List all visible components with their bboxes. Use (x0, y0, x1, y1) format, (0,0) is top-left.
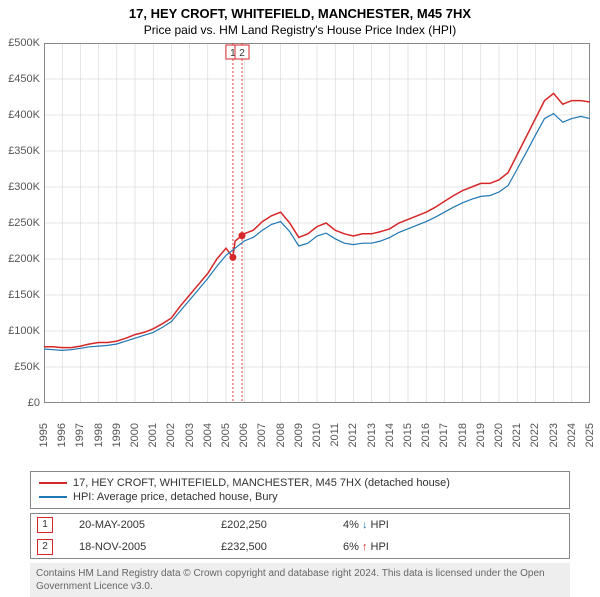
copyright-notice: Contains HM Land Registry data © Crown c… (30, 563, 570, 597)
sale-point-price: £232,500 (215, 536, 337, 558)
legend-label: 17, HEY CROFT, WHITEFIELD, MANCHESTER, M… (73, 477, 450, 489)
legend-row: HPI: Average price, detached house, Bury (39, 490, 561, 504)
sale-point-marker: 2 (37, 539, 53, 555)
x-tick-label: 2023 (548, 423, 560, 447)
x-tick-label: 2009 (293, 423, 305, 447)
x-tick-label: 2002 (165, 423, 177, 447)
x-tick-label: 2001 (147, 423, 159, 447)
x-tick-label: 2012 (347, 423, 359, 447)
x-tick-label: 2010 (311, 423, 323, 447)
x-tick-label: 2008 (275, 423, 287, 447)
x-tick-label: 2025 (584, 423, 596, 447)
y-tick-label: £200K (8, 253, 40, 265)
x-tick-label: 2019 (475, 423, 487, 447)
sale-point-price: £202,250 (215, 514, 337, 536)
y-tick-label: £500K (8, 37, 40, 49)
x-axis-labels: 1995199619971998199920002001200220032004… (44, 423, 590, 471)
y-tick-label: £100K (8, 325, 40, 337)
x-tick-label: 2018 (457, 423, 469, 447)
x-tick-label: 1996 (56, 423, 68, 447)
x-tick-label: 2007 (256, 423, 268, 447)
x-tick-label: 2011 (329, 423, 341, 447)
y-tick-label: £150K (8, 289, 40, 301)
x-tick-label: 2020 (493, 423, 505, 447)
sale-point-row: 2 18-NOV-2005£232,5006% ↑ HPI (31, 536, 569, 558)
x-tick-label: 2014 (384, 423, 396, 447)
chart-container: 17, HEY CROFT, WHITEFIELD, MANCHESTER, M… (0, 0, 600, 560)
x-tick-label: 2000 (129, 423, 141, 447)
chart-svg: 12 (44, 43, 590, 403)
y-tick-label: £400K (8, 109, 40, 121)
sale-point-delta: 6% ↑ HPI (337, 536, 569, 558)
y-tick-label: £350K (8, 145, 40, 157)
x-tick-label: 2016 (420, 423, 432, 447)
x-tick-label: 1995 (38, 423, 50, 447)
sale-point-date: 20-MAY-2005 (73, 514, 215, 536)
sale-point-marker: 1 (37, 517, 53, 533)
y-tick-label: £0 (28, 397, 40, 409)
x-tick-label: 2005 (220, 423, 232, 447)
x-tick-label: 2022 (529, 423, 541, 447)
legend-box: 17, HEY CROFT, WHITEFIELD, MANCHESTER, M… (30, 471, 570, 509)
chart-subtitle: Price paid vs. HM Land Registry's House … (0, 21, 600, 43)
sale-point-row: 1 20-MAY-2005£202,2504% ↓ HPI (31, 514, 569, 536)
x-tick-label: 2021 (511, 423, 523, 447)
legend-label: HPI: Average price, detached house, Bury (73, 491, 278, 503)
x-tick-label: 2004 (202, 423, 214, 447)
x-tick-label: 2015 (402, 423, 414, 447)
x-tick-label: 1999 (111, 423, 123, 447)
legend-swatch (39, 496, 67, 498)
x-tick-label: 1997 (74, 423, 86, 447)
sale-points-table: 1 20-MAY-2005£202,2504% ↓ HPI 2 18-NOV-2005… (31, 514, 569, 558)
x-tick-label: 2017 (438, 423, 450, 447)
x-tick-label: 1998 (93, 423, 105, 447)
x-tick-label: 2003 (184, 423, 196, 447)
sale-points-box: 1 20-MAY-2005£202,2504% ↓ HPI 2 18-NOV-2005… (30, 513, 570, 559)
y-tick-label: £50K (14, 361, 40, 373)
sale-point-date: 18-NOV-2005 (73, 536, 215, 558)
svg-text:2: 2 (239, 48, 245, 59)
legend-row: 17, HEY CROFT, WHITEFIELD, MANCHESTER, M… (39, 476, 561, 490)
sale-point-delta: 4% ↓ HPI (337, 514, 569, 536)
y-tick-label: £250K (8, 217, 40, 229)
x-tick-label: 2013 (366, 423, 378, 447)
y-tick-label: £450K (8, 73, 40, 85)
chart-title: 17, HEY CROFT, WHITEFIELD, MANCHESTER, M… (0, 0, 600, 21)
chart-plot-area: 12 £0£50K£100K£150K£200K£250K£300K£350K£… (44, 43, 590, 423)
x-tick-label: 2006 (238, 423, 250, 447)
legend-swatch (39, 482, 67, 484)
y-tick-label: £300K (8, 181, 40, 193)
x-tick-label: 2024 (566, 423, 578, 447)
